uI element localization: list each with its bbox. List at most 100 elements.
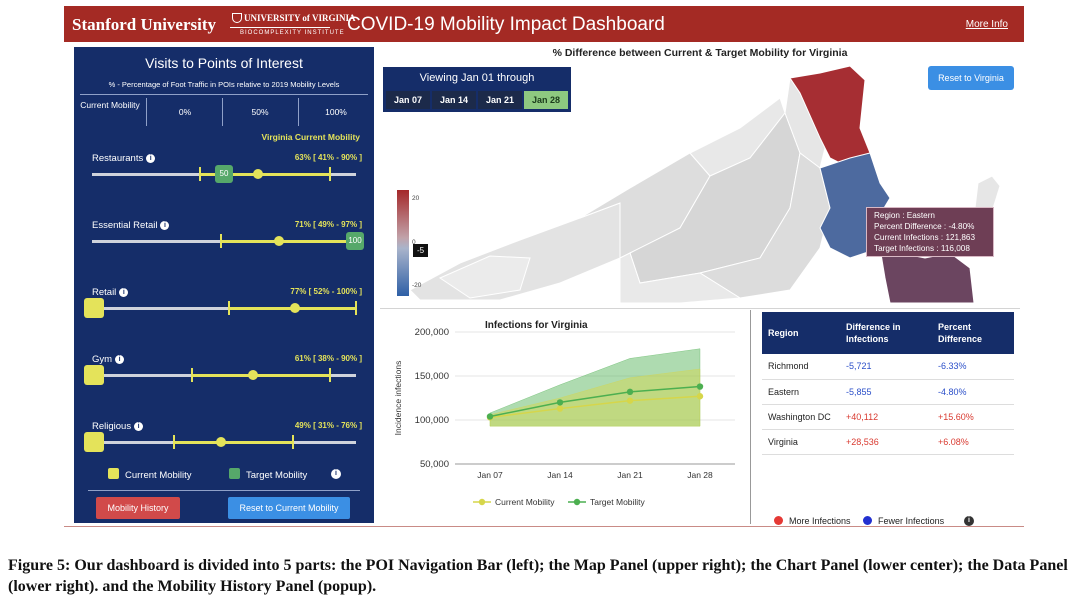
poi-category: Retail i 77% [ 52% - 100% ] [84,287,362,337]
current-mobility-marker [274,236,285,246]
range-segment [200,173,330,176]
region-southwest-2[interactable] [438,255,531,299]
info-icon[interactable]: i [146,154,156,163]
tooltip-current: Current Infections : 121,863 [874,233,976,242]
chart-title: Infections for Virginia [485,320,588,331]
range-tick [291,435,294,449]
header-percent: Percent Difference [938,322,983,344]
table-cell: Virginia [762,429,840,455]
mobility-history-button[interactable]: Mobility History [96,497,180,519]
target-mobility-handle[interactable]: 50 [215,165,233,183]
header-region: Region [768,328,799,338]
legend-0-percent: 0% [178,107,192,117]
target-mobility-handle[interactable]: 100 [346,232,364,250]
info-icon[interactable]: i [331,469,341,479]
divider [64,526,1024,527]
category-label: Retail i [92,287,129,298]
range-tick [228,301,231,315]
table-row: Washington DC +40,112 +15.60% [762,404,1014,430]
dashboard-title: COVID-19 Mobility Impact Dashboard [347,14,665,35]
poi-title: Visits to Points of Interest [145,55,303,71]
header-difference: Difference in Infections [846,322,901,344]
y-tick-label: 200,000 [415,327,449,338]
more-info-link[interactable]: More Info [965,19,1008,30]
range-tick [199,167,202,181]
table-row: Virginia +28,536 +6.08% [762,429,1014,455]
poi-category: Religious i 49% [ 31% - 76% ] [84,421,362,471]
data-point [626,397,634,404]
table-cell: +28,536 [840,429,932,455]
date-selector: Viewing Jan 01 through Jan 07 Jan 14 Jan… [383,67,571,112]
x-tick-label: Jan 07 [477,470,503,480]
info-icon[interactable]: i [115,355,125,364]
poi-subtitle: % - Percentage of Foot Traffic in POIs r… [108,80,340,89]
uva-name: UNIVERSITY of VIRGINIA [244,13,356,23]
current-mobility-marker [248,370,259,380]
info-icon[interactable]: i [964,516,974,526]
poi-navigation-bar: Visits to Points of Interest % - Percent… [74,47,374,523]
category-range: 61% [ 38% - 90% ] [294,354,362,363]
divider [222,98,223,126]
category-name: Religious [92,421,132,432]
info-icon[interactable]: i [134,422,144,431]
current-mobility-marker [290,303,301,313]
info-icon[interactable]: i [160,221,170,230]
divider [750,310,751,524]
category-name: Gym [92,354,113,365]
reset-to-virginia-button[interactable]: Reset to Virginia [928,66,1014,90]
legend-marker [573,498,581,506]
tooltip-target: Target Infections : 116,008 [874,244,970,253]
table-cell: +40,112 [840,404,932,430]
poi-category: Gym i 61% [ 38% - 90% ] [84,354,362,404]
table-cell: -4.80% [932,379,1014,405]
figure-caption: Figure 5: Our dashboard is divided into … [8,557,1068,595]
category-name: Restaurants [92,153,144,164]
info-icon[interactable]: i [119,288,129,297]
range-tick [328,368,331,382]
date-jan-07[interactable]: Jan 07 [386,91,430,109]
range-tick [220,234,223,248]
divider [298,98,299,126]
date-jan-28[interactable]: Jan 28 [524,91,568,109]
range-tick [355,301,357,315]
divider [88,490,360,491]
more-dot-icon [774,516,783,525]
table-row: Eastern -5,855 -4.80% [762,379,1014,405]
legend-label: Current Mobility [495,497,555,507]
category-range: 77% [ 52% - 100% ] [290,287,362,296]
y-tick-label: 150,000 [415,371,449,382]
divider [380,308,1020,309]
data-point [556,405,564,412]
x-tick-label: Jan 28 [687,470,713,480]
colorbar-max: 20 [412,195,420,202]
slider-handle[interactable] [84,432,104,452]
range-tick [172,435,175,449]
legend-label: Target Mobility [590,497,646,507]
legend-more-label: More Infections [789,516,851,526]
uva-shield-icon [232,13,242,23]
date-jan-14[interactable]: Jan 14 [432,91,476,109]
region-south-central[interactable] [619,252,742,304]
colorbar-min: -20 [412,282,422,289]
table-header-row: Region Difference in Infections Percent … [762,312,1014,354]
data-table: Region Difference in Infections Percent … [762,312,1014,455]
reset-current-mobility-button[interactable]: Reset to Current Mobility [228,497,350,519]
slider-track[interactable] [92,307,356,310]
slider-handle[interactable] [84,365,104,385]
series-line [489,385,701,418]
date-jan-21[interactable]: Jan 21 [478,91,522,109]
data-point [626,388,634,396]
data-point [486,413,494,420]
y-tick-label: 100,000 [415,415,449,426]
divider [146,98,147,126]
current-swatch [108,468,119,479]
series-line [489,395,701,419]
table-cell: -5,855 [840,379,932,405]
tooltip-region: Region : Eastern [874,211,935,220]
legend-marker [478,498,486,506]
virginia-current-mobility-label: Virginia Current Mobility [261,132,360,142]
fewer-dot-icon [863,516,873,525]
tooltip-percent: Percent Difference : -4.80% [874,222,975,231]
slider-handle[interactable] [84,298,104,318]
